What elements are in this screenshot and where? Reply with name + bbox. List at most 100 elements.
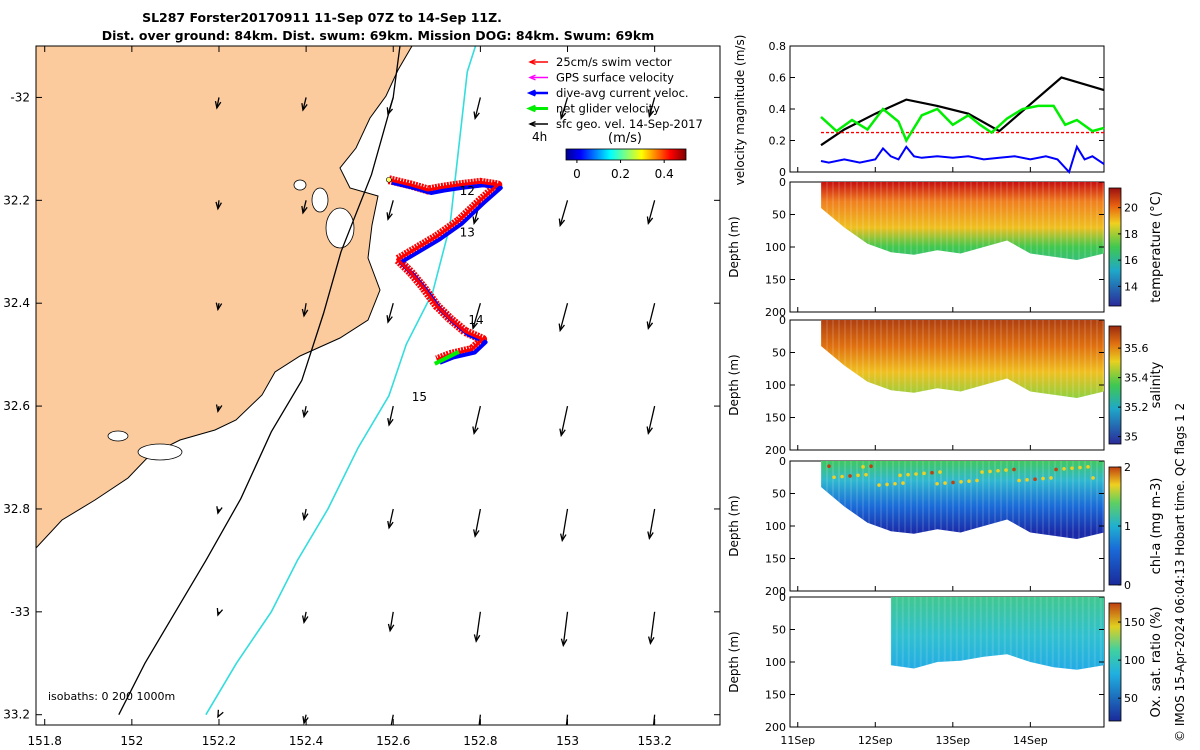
- sfc-vector: [473, 97, 482, 121]
- chlorophyll-maximum-dot: [864, 472, 868, 477]
- velocity-y-tick-label: 0.6: [769, 72, 787, 85]
- chlorophyll-maximum-dot: [832, 475, 836, 480]
- sfc-vector: [215, 302, 223, 312]
- map-x-tick-label: 152.6: [376, 734, 410, 748]
- sfc-vector: [302, 714, 309, 725]
- chlorophyll-maximum-dot: [1091, 476, 1095, 480]
- sfc-vector: [652, 714, 656, 725]
- sfc-vector: [386, 97, 394, 116]
- velocity-y-tick-label: 0.8: [769, 40, 787, 53]
- sfc-vector: [387, 508, 394, 530]
- map-y-tick-label: 33.2: [3, 708, 30, 722]
- map-y-ticks: -32 32.2 32.4 32.6 32.8 -33 33.2: [3, 90, 720, 722]
- map-x-tick-label: 152.8: [463, 734, 497, 748]
- sfc-vector: [646, 200, 656, 226]
- speed-colorbar-tick-label: 0.2: [611, 167, 630, 181]
- sfc-vector: [387, 611, 395, 633]
- speed-colorbar-tick-label: 0.4: [655, 167, 674, 181]
- chlorophyll-panel: 0 50 100 150 200 Depth (m) 0 1 2 chl-a (mg m-3): [727, 455, 1164, 598]
- chlorophyll-maximum-dot: [861, 465, 865, 469]
- oxyPanel-colorbar-tick-label: 50: [1124, 692, 1138, 705]
- swim-vector-core: [388, 178, 500, 362]
- oxyPanel-y-tick-label: 50: [772, 624, 786, 637]
- legend-label-net: net glider velocity: [556, 102, 660, 116]
- dive-avg-current-band: [391, 180, 503, 365]
- sfc-vector: [301, 200, 308, 215]
- map-legend: 25cm/s swim vector GPS surface velocitydi…: [526, 55, 703, 131]
- sfc-vector: [217, 709, 224, 719]
- chlorophyll-maximum-dot: [885, 482, 889, 487]
- sfc-vector: [647, 508, 656, 540]
- title-line-1: SL287 Forster20170911 11-Sep 07Z to 14-S…: [142, 10, 502, 25]
- salPanel-y-tick-label: 0: [779, 314, 786, 327]
- sfc-vector: [387, 714, 394, 725]
- chlorophyll-maximum-dot: [959, 480, 963, 484]
- salPanel-y-tick-label: 200: [765, 444, 786, 457]
- oxyPanel-y-tick-label: 150: [765, 689, 786, 702]
- tempPanel-colorbar-tick-label: 16: [1124, 254, 1138, 267]
- chlPanel-y-tick-label: 150: [765, 553, 786, 566]
- velocity-y-tick-label: 0.4: [769, 103, 787, 116]
- chlorophyll-maximum-dot: [1078, 465, 1082, 470]
- day-labels: 12 13 14 15: [412, 184, 484, 404]
- salinity-panel: 0 50 100 150 200 Depth (m) 35 35.2 35.4 35.6salin…: [727, 314, 1164, 457]
- oxyPanel-x-tick-label: 13Sep: [935, 734, 970, 747]
- imos-credit: © IMOS 15-Apr-2024 06:04:13 Hobart time.…: [1173, 403, 1187, 742]
- coastal-lake: [107, 430, 129, 442]
- chlorophyll-maximum-dot: [1062, 467, 1066, 471]
- chlorophyll-maximum-dot: [906, 472, 910, 477]
- map-x-tick-label: 151.8: [28, 734, 62, 748]
- sfc-vector: [647, 97, 656, 118]
- sfc-vector: [559, 97, 569, 121]
- surface-velocity-vectors: [214, 97, 656, 725]
- glider-track: [386, 175, 503, 366]
- isobath-note: isobaths: 0 200 1000m: [48, 690, 175, 703]
- legend-swatch-gps: [528, 74, 548, 81]
- tempPanel-y-tick-label: 50: [772, 209, 786, 222]
- sfc-vector: [215, 404, 223, 413]
- map-y-tick-label: 32.8: [3, 502, 30, 516]
- map-y-tick-label: 32.6: [3, 399, 30, 413]
- oxyPanel-x-tick-label: 14Sep: [1013, 734, 1048, 747]
- salPanel-y-axis-label: Depth (m): [727, 354, 741, 415]
- tempPanel-colorbar-tick-label: 18: [1124, 228, 1138, 241]
- isobath-1000m: [205, 46, 477, 716]
- sfc-vector: [647, 611, 656, 645]
- salPanel-colorbar-tick-label: 35.2: [1124, 401, 1149, 414]
- chlorophyll-maximum-dot: [1033, 477, 1037, 482]
- tempPanel-colorbar: [1108, 187, 1122, 307]
- sfc-vector: [565, 714, 569, 725]
- chlPanel-y-tick-label: 200: [765, 585, 786, 598]
- chlorophyll-maximum-dot: [938, 470, 942, 474]
- chlorophyll-maximum-dot: [996, 468, 1000, 473]
- chlPanel-colorbar-tick-label: 0: [1124, 579, 1131, 592]
- sfc-vector: [387, 405, 394, 427]
- oxyPanel-y-axis-label: Depth (m): [727, 631, 741, 692]
- glider-track-map: 12 13 14 15 151.8 152 152.2 152.4 152.6 152.8 153…: [3, 45, 721, 748]
- oxyPanel-colorbar-tick-label: 150: [1124, 616, 1145, 629]
- sfc-vector: [214, 97, 222, 110]
- chlorophyll-maximum-dot: [935, 481, 939, 486]
- sfc-vector: [558, 200, 569, 228]
- oxyPanel-y-tick-label: 200: [765, 721, 786, 734]
- sfc-vector: [386, 200, 394, 221]
- sfc-vector: [472, 405, 482, 436]
- chlorophyll-maximum-dot: [840, 474, 844, 479]
- chlorophyll-maximum-dot: [1025, 478, 1029, 482]
- oxyPanel-x-tick-label: 12Sep: [858, 734, 893, 747]
- chlorophyll-maximum-dot: [1004, 468, 1008, 472]
- velocity-magnitude-panel: 0 0.2 0.4 0.6 0.8 velocity magnitude (m/s): [733, 35, 1105, 185]
- speed-colorbar: 4h (m/s) 0 0.2 0.4: [532, 130, 687, 181]
- map-x-tick-label: 152.4: [289, 734, 323, 748]
- chart-title: SL287 Forster20170911 11-Sep 07Z to 14-S…: [102, 10, 655, 43]
- chlorophyll-maximum-dot: [877, 483, 881, 487]
- chlorophyll-maximum-dot: [1054, 467, 1058, 472]
- chlorophyll-maximum-dot: [901, 481, 905, 485]
- velocity-y-tick-label: 0: [779, 166, 786, 179]
- chlorophyll-maximum-dot: [951, 480, 955, 485]
- legend-label-sfc: sfc geo. vel. 14-Sep-2017: [556, 117, 703, 131]
- chlorophyll-maximum-dot: [980, 470, 984, 474]
- speed-colorbar-tick-label: 0: [573, 167, 581, 181]
- sfc-vector: [386, 303, 394, 324]
- chlorophyll-maximum-dot: [1041, 476, 1045, 481]
